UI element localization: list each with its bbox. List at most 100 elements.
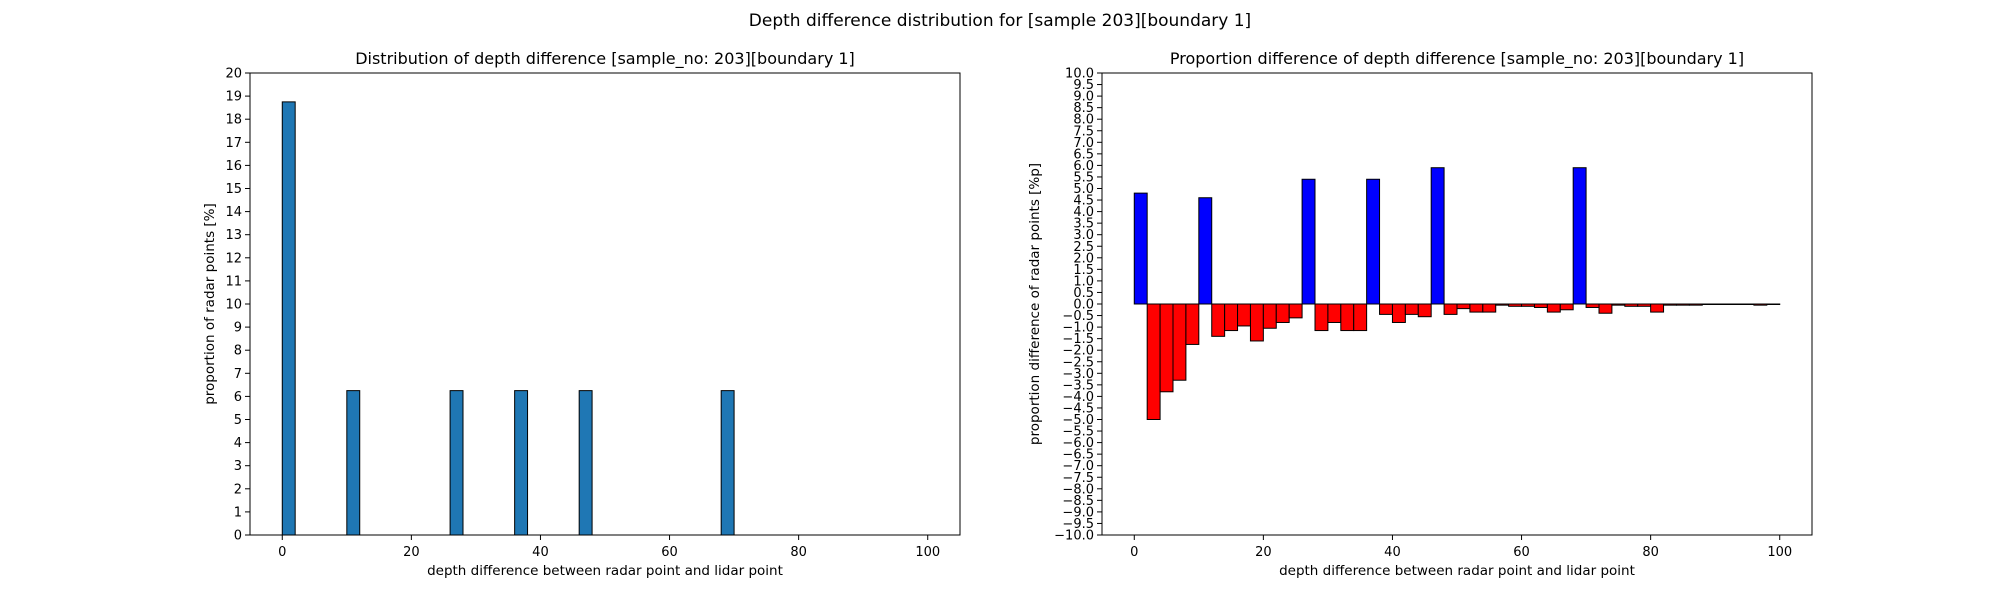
distribution-y-tick-label-15: 15 xyxy=(225,182,242,197)
distribution-y-tick-label-17: 17 xyxy=(225,136,242,151)
proportion-difference-y-tick-label-3: −8.5 xyxy=(1062,494,1094,509)
distribution-y-tick-label-4: 4 xyxy=(234,436,242,451)
proportion-difference-bar-21 xyxy=(1404,303,1419,315)
proportion-difference-bar-33 xyxy=(1559,303,1574,311)
distribution-bar-0 xyxy=(281,101,296,536)
distribution-x-tick-label-5: 100 xyxy=(915,545,940,560)
proportion-difference-bar-49 xyxy=(1766,303,1781,305)
proportion-difference-y-tick-label-11: −4.5 xyxy=(1062,401,1094,416)
proportion-difference-bar-17 xyxy=(1353,303,1368,332)
proportion-difference-bar-9 xyxy=(1249,303,1264,342)
proportion-difference-bar-19 xyxy=(1379,303,1393,315)
proportion-difference-x-label: depth difference between radar point and… xyxy=(1279,563,1635,579)
proportion-difference-bar-43 xyxy=(1688,303,1703,306)
proportion-difference-x-tick-label-2: 40 xyxy=(1384,545,1401,560)
proportion-difference-bar-14 xyxy=(1314,303,1329,332)
proportion-difference-y-tick-label-23: 1.5 xyxy=(1073,263,1094,278)
proportion-difference-x-tick-label-4: 80 xyxy=(1642,545,1659,560)
distribution-x-tick-label-4: 80 xyxy=(790,545,807,560)
proportion-difference-bar-47 xyxy=(1740,303,1755,305)
distribution-bar-3 xyxy=(514,390,529,536)
proportion-difference-y-tick-label-20: 0.0 xyxy=(1073,298,1094,313)
distribution-y-tick-label-16: 16 xyxy=(225,159,242,174)
proportion-difference-bar-40 xyxy=(1650,303,1665,313)
distribution-y-tick-label-8: 8 xyxy=(234,344,242,359)
distribution-y-tick-label-6: 6 xyxy=(234,390,242,405)
distribution-x-axis: 0 20 40 60 80 100 xyxy=(278,535,940,560)
proportion-difference-y-tick-label-36: 8.0 xyxy=(1073,113,1094,128)
distribution-y-tick-label-14: 14 xyxy=(225,205,242,220)
proportion-difference-y-tick-label-30: 5.0 xyxy=(1073,182,1094,197)
proportion-difference-bar-24 xyxy=(1443,303,1458,315)
proportion-difference-bar-4 xyxy=(1185,303,1200,345)
proportion-difference-y-tick-label-38: 9.0 xyxy=(1073,90,1094,105)
distribution-y-label: proportion of radar points [%] xyxy=(202,203,218,405)
distribution-y-tick-label-18: 18 xyxy=(225,113,242,128)
proportion-difference-y-tick-label-35: 7.5 xyxy=(1073,124,1094,139)
proportion-difference-bars xyxy=(1133,167,1781,420)
proportion-difference-y-tick-label-2: −9.0 xyxy=(1062,505,1094,520)
proportion-difference-bar-26 xyxy=(1469,303,1484,313)
proportion-difference-bar-30 xyxy=(1521,303,1535,307)
proportion-difference-bar-23 xyxy=(1430,167,1445,305)
proportion-difference-y-tick-label-16: −2.0 xyxy=(1062,344,1094,359)
proportion-difference-y-tick-label-0: −10.0 xyxy=(1054,529,1094,544)
proportion-difference-y-tick-label-24: 2.0 xyxy=(1073,251,1094,266)
proportion-difference-x-tick-label-3: 60 xyxy=(1513,545,1530,560)
distribution-x-tick-label-2: 40 xyxy=(532,545,549,560)
distribution-y-tick-label-5: 5 xyxy=(234,413,242,428)
proportion-difference-y-tick-label-19: −0.5 xyxy=(1062,309,1094,324)
distribution-y-tick-label-0: 0 xyxy=(234,529,242,544)
distribution-y-tick-label-13: 13 xyxy=(225,228,242,243)
proportion-difference-bar-7 xyxy=(1224,303,1239,332)
distribution-y-tick-label-19: 19 xyxy=(225,90,242,105)
distribution-y-tick-label-20: 20 xyxy=(225,67,242,82)
distribution-x-tick-label-3: 60 xyxy=(661,545,678,560)
proportion-difference-y-tick-label-25: 2.5 xyxy=(1073,240,1094,255)
proportion-difference-y-tick-label-31: 5.5 xyxy=(1073,170,1094,185)
proportion-difference-y-tick-label-18: −1.0 xyxy=(1062,321,1094,336)
distribution-plot-frame xyxy=(249,72,961,536)
proportion-difference-y-tick-label-10: −5.0 xyxy=(1062,413,1094,428)
distribution-y-tick-label-1: 1 xyxy=(234,505,242,520)
figure-suptitle: Depth difference distribution for [sampl… xyxy=(749,11,1251,31)
proportion-difference-bar-35 xyxy=(1585,303,1600,308)
proportion-difference-y-tick-label-7: −6.5 xyxy=(1062,448,1094,463)
proportion-difference-y-tick-label-5: −7.5 xyxy=(1062,471,1094,486)
distribution-x-tick-label-0: 0 xyxy=(278,545,286,560)
proportion-difference-y-tick-label-26: 3.0 xyxy=(1073,228,1094,243)
proportion-difference-bar-45 xyxy=(1714,303,1729,305)
distribution-y-tick-label-7: 7 xyxy=(234,367,242,382)
distribution-bar-5 xyxy=(720,390,735,536)
proportion-difference-title: Proportion difference of depth differenc… xyxy=(1170,49,1744,69)
proportion-difference-x-axis: 0 20 40 60 80 100 xyxy=(1130,535,1792,560)
proportion-difference-y-tick-label-14: −3.0 xyxy=(1062,367,1094,382)
proportion-difference-bar-36 xyxy=(1598,303,1613,314)
proportion-difference-bar-2 xyxy=(1159,303,1174,393)
proportion-difference-y-tick-label-6: −7.0 xyxy=(1062,459,1094,474)
distribution-bar-4 xyxy=(578,390,593,536)
proportion-difference-bar-16 xyxy=(1340,303,1355,332)
distribution-bars xyxy=(281,101,735,536)
proportion-difference-x-tick-label-0: 0 xyxy=(1130,545,1138,560)
proportion-difference-y-tick-label-12: −4.0 xyxy=(1062,390,1094,405)
distribution-y-tick-label-2: 2 xyxy=(234,482,242,497)
proportion-difference-x-tick-label-5: 100 xyxy=(1767,545,1792,560)
proportion-difference-bar-25 xyxy=(1456,303,1471,310)
proportion-difference-y-tick-label-40: 10.0 xyxy=(1065,67,1094,82)
proportion-difference-y-tick-label-8: −6.0 xyxy=(1062,436,1094,451)
proportion-difference-bar-15 xyxy=(1327,303,1342,323)
proportion-difference-bar-1 xyxy=(1146,303,1161,420)
distribution-y-tick-label-9: 9 xyxy=(234,321,242,336)
proportion-difference-y-tick-label-9: −5.5 xyxy=(1062,425,1094,440)
proportion-difference-y-tick-label-28: 4.0 xyxy=(1073,205,1094,220)
proportion-difference-bar-29 xyxy=(1508,303,1523,307)
distribution-bar-1 xyxy=(346,390,361,536)
distribution-x-tick-label-1: 20 xyxy=(403,545,420,560)
proportion-difference-y-tick-label-13: −3.5 xyxy=(1062,378,1094,393)
distribution-panel: Distribution of depth difference [sample… xyxy=(202,49,961,579)
proportion-difference-bar-28 xyxy=(1495,303,1510,306)
proportion-difference-bar-27 xyxy=(1482,303,1497,313)
